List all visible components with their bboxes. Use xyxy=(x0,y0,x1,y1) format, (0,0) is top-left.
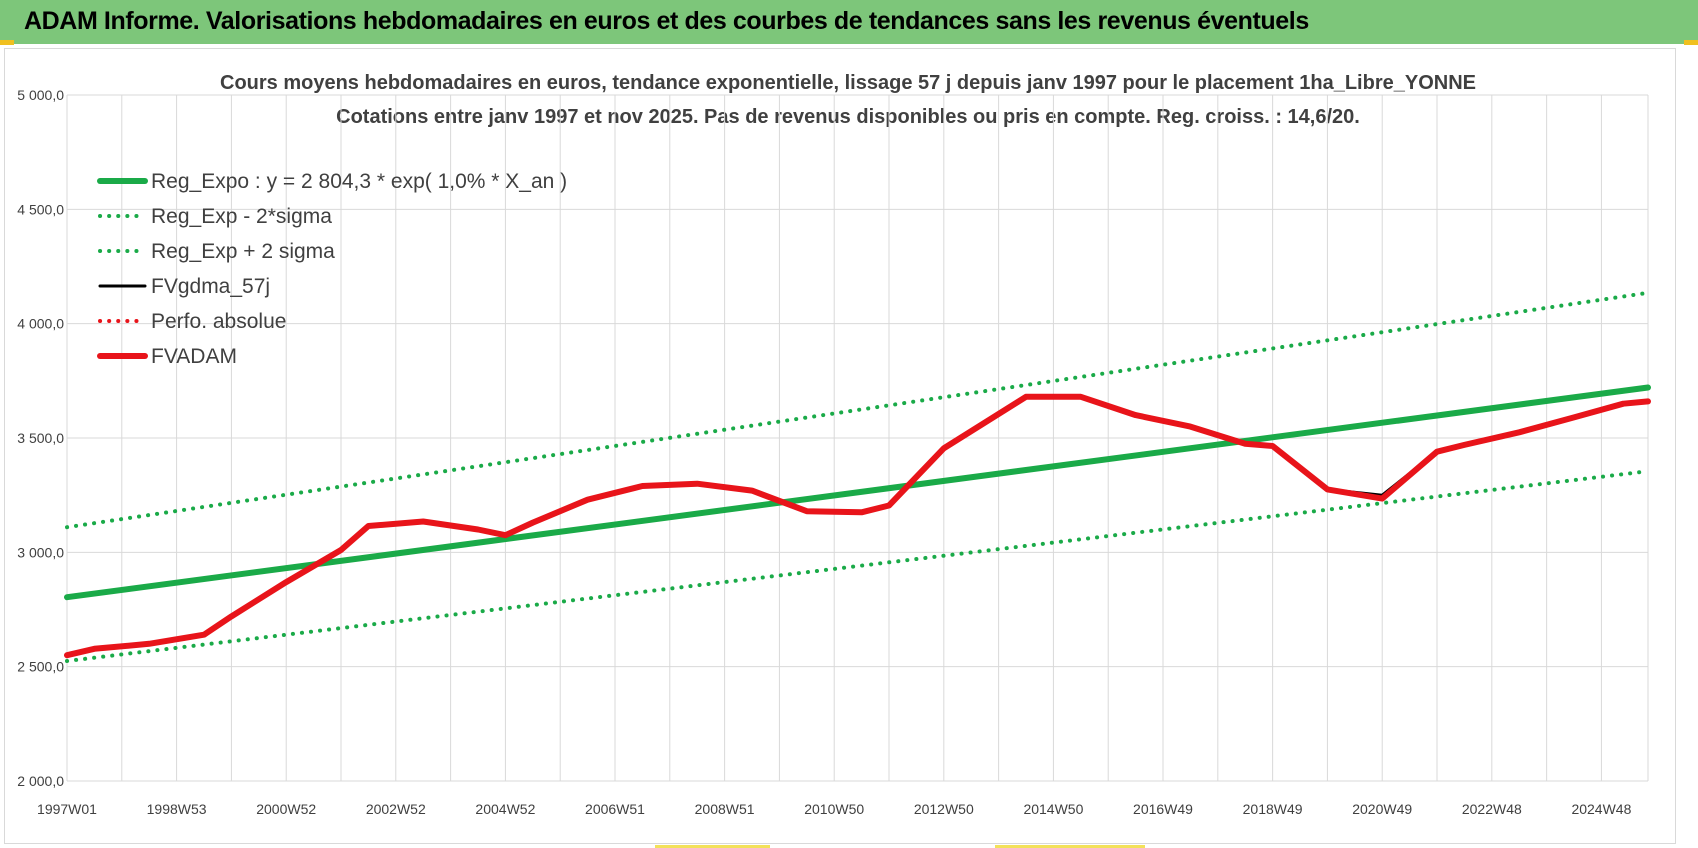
x-tick-label: 2010W50 xyxy=(804,801,864,817)
y-tick-label: 4 000,0 xyxy=(17,316,64,332)
legend: Reg_Expo : y = 2 804,3 * exp( 1,0% * X_a… xyxy=(97,170,567,368)
series-line-3 xyxy=(65,395,1650,657)
top-banner: ADAM Informe. Valorisations hebdomadaire… xyxy=(0,0,1698,44)
legend-label: Perfo. absolue xyxy=(151,310,286,333)
x-tick-label: 1998W53 xyxy=(147,801,207,817)
chart-title: Cours moyens hebdomadaires en euros, ten… xyxy=(220,72,1476,94)
legend-label: Reg_Expo : y = 2 804,3 * exp( 1,0% * X_a… xyxy=(151,170,567,193)
x-tick-label: 2002W52 xyxy=(366,801,426,817)
series-layer xyxy=(64,290,1651,663)
legend-label: Reg_Exp + 2 sigma xyxy=(151,240,335,263)
x-tick-label: 2022W48 xyxy=(1462,801,1522,817)
legend-label: FVADAM xyxy=(151,345,237,368)
legend-label: Reg_Exp - 2*sigma xyxy=(151,205,332,228)
x-tick-label: 2008W51 xyxy=(695,801,755,817)
legend-label: FVgdma_57j xyxy=(151,275,270,298)
series-line-4 xyxy=(65,394,1650,658)
banner-title: ADAM Informe. Valorisations hebdomadaire… xyxy=(24,7,1309,35)
y-tick-label: 3 000,0 xyxy=(17,544,64,560)
corner-marker-left xyxy=(0,40,14,45)
grid-layer xyxy=(66,94,1649,782)
corner-marker-right xyxy=(1684,40,1698,45)
bottom-scroll-mark-1 xyxy=(655,845,770,848)
axis-layer: 5 000,0 4 500,0 4 000,0 3 500,0 3 000,0 2 500… xyxy=(17,87,1631,817)
y-tick-label: 3 500,0 xyxy=(17,430,64,446)
x-tick-label: 2020W49 xyxy=(1352,801,1412,817)
series-line-2 xyxy=(65,290,1650,530)
y-tick-label: 2 500,0 xyxy=(17,659,64,675)
x-tick-label: 2016W49 xyxy=(1133,801,1193,817)
series-line-1 xyxy=(65,469,1650,663)
chart-frame xyxy=(4,48,1676,844)
series-line-5 xyxy=(64,393,1651,659)
series-line-0 xyxy=(64,384,1651,601)
bottom-scroll-mark-2 xyxy=(995,845,1145,848)
x-tick-label: 2004W52 xyxy=(475,801,535,817)
y-tick-label: 5 000,0 xyxy=(17,87,64,103)
x-tick-label: 1997W01 xyxy=(37,801,97,817)
x-tick-label: 2012W50 xyxy=(914,801,974,817)
x-tick-label: 2006W51 xyxy=(585,801,645,817)
x-tick-label: 2014W50 xyxy=(1023,801,1083,817)
y-tick-label: 4 500,0 xyxy=(17,201,64,217)
x-tick-label: 2018W49 xyxy=(1243,801,1303,817)
y-tick-label: 2 000,0 xyxy=(17,773,64,789)
x-tick-label: 2000W52 xyxy=(256,801,316,817)
x-tick-label: 2024W48 xyxy=(1571,801,1631,817)
chart-subtitle: Cotations entre janv 1997 et nov 2025. P… xyxy=(336,106,1360,128)
